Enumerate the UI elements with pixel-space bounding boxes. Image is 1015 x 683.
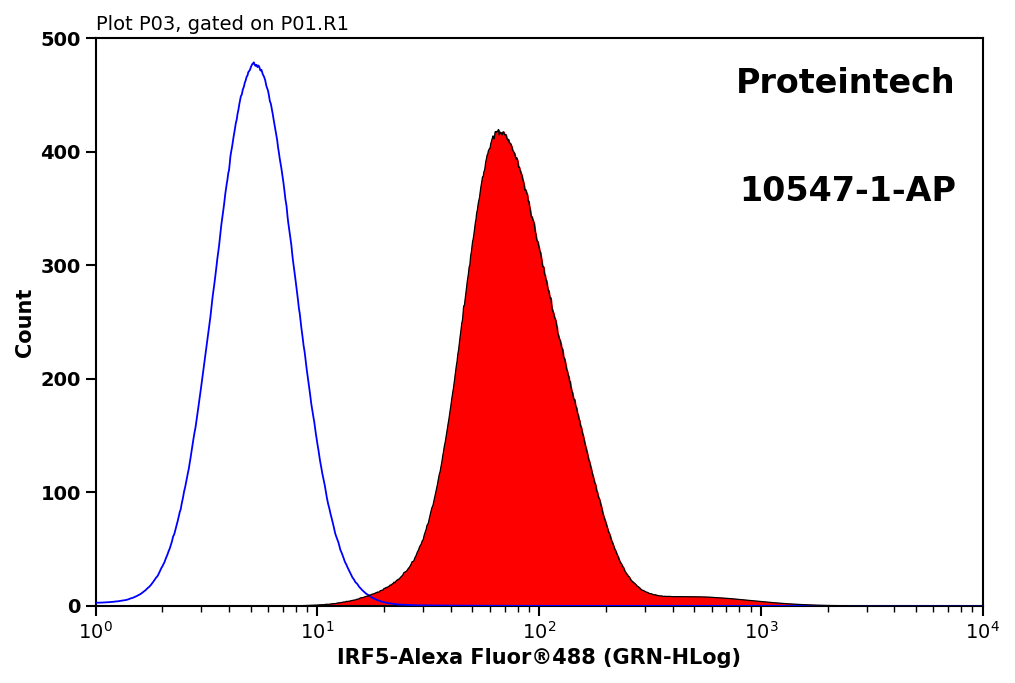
Y-axis label: Count: Count — [15, 288, 35, 357]
X-axis label: IRF5-Alexa Fluor®488 (GRN-HLog): IRF5-Alexa Fluor®488 (GRN-HLog) — [337, 648, 741, 668]
Text: Plot P03, gated on P01.R1: Plot P03, gated on P01.R1 — [95, 15, 348, 34]
Text: 10547-1-AP: 10547-1-AP — [739, 175, 956, 208]
Text: Proteintech: Proteintech — [736, 67, 956, 100]
